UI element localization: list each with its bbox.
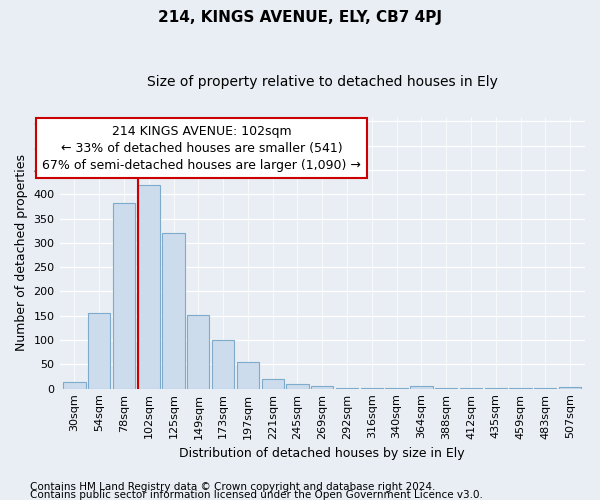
Text: Contains HM Land Registry data © Crown copyright and database right 2024.: Contains HM Land Registry data © Crown c…	[30, 482, 436, 492]
Bar	[262, 379, 284, 388]
Bar	[113, 202, 135, 388]
Bar	[410, 386, 433, 388]
Bar	[237, 362, 259, 388]
Title: Size of property relative to detached houses in Ely: Size of property relative to detached ho…	[147, 75, 498, 89]
Text: Contains public sector information licensed under the Open Government Licence v3: Contains public sector information licen…	[30, 490, 483, 500]
Bar	[63, 382, 86, 388]
Bar	[559, 387, 581, 388]
X-axis label: Distribution of detached houses by size in Ely: Distribution of detached houses by size …	[179, 447, 465, 460]
Bar	[286, 384, 308, 388]
Bar	[137, 184, 160, 388]
Text: 214, KINGS AVENUE, ELY, CB7 4PJ: 214, KINGS AVENUE, ELY, CB7 4PJ	[158, 10, 442, 25]
Bar	[311, 386, 334, 388]
Bar	[187, 316, 209, 388]
Bar	[163, 232, 185, 388]
Y-axis label: Number of detached properties: Number of detached properties	[15, 154, 28, 351]
Bar	[212, 340, 234, 388]
Bar	[88, 314, 110, 388]
Text: 214 KINGS AVENUE: 102sqm
← 33% of detached houses are smaller (541)
67% of semi-: 214 KINGS AVENUE: 102sqm ← 33% of detach…	[42, 124, 361, 172]
